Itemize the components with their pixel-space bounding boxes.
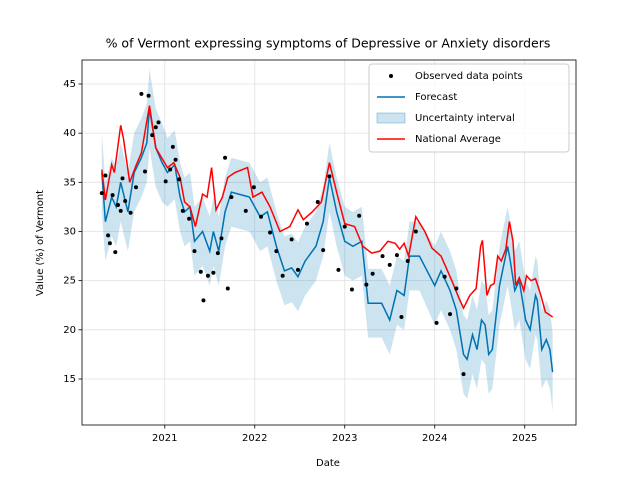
y-tick-label: 20 <box>63 325 76 336</box>
data-point <box>192 249 197 254</box>
data-point <box>342 224 347 229</box>
data-point <box>201 298 206 303</box>
data-point <box>177 177 182 182</box>
x-axis-title: Date <box>316 458 340 469</box>
legend-marker <box>389 74 393 78</box>
data-point <box>225 286 230 291</box>
x-tick-label: 2023 <box>332 433 357 444</box>
y-tick-label: 35 <box>63 177 76 188</box>
y-tick-label: 45 <box>63 79 76 90</box>
data-point <box>413 229 418 234</box>
data-point <box>180 208 185 213</box>
data-point <box>223 155 228 160</box>
legend-label: National Average <box>415 134 501 145</box>
data-point <box>387 262 392 267</box>
y-tick-label: 15 <box>63 374 76 385</box>
data-point <box>229 195 234 200</box>
data-point <box>170 144 175 149</box>
data-point <box>405 258 410 263</box>
grid <box>82 60 576 425</box>
legend-label: Forecast <box>415 92 457 103</box>
line <box>101 105 554 318</box>
data-point <box>357 213 362 218</box>
data-point <box>243 208 248 213</box>
legend-label: Observed data points <box>415 71 523 82</box>
data-point <box>321 248 326 253</box>
data-point <box>315 199 320 204</box>
data-point <box>120 176 125 181</box>
data-point <box>133 185 138 190</box>
data-point <box>434 320 439 325</box>
data-point <box>349 287 354 292</box>
data-point <box>215 251 220 256</box>
legend-marker <box>376 112 406 124</box>
data-point <box>187 216 192 221</box>
x-tick-label: 2021 <box>152 433 177 444</box>
data-point <box>146 93 151 98</box>
data-point <box>336 267 341 272</box>
data-point <box>153 125 158 130</box>
y-axis-title: Value (%) of Vermont <box>35 190 46 296</box>
data-point <box>274 249 279 254</box>
x-tick-label: 2024 <box>422 433 447 444</box>
data-point <box>454 286 459 291</box>
data-point <box>380 254 385 259</box>
data-point <box>268 230 273 235</box>
data-point <box>163 179 168 184</box>
uncertainty-band <box>101 69 553 412</box>
data-point <box>128 210 133 215</box>
data-point <box>168 167 173 172</box>
data-point <box>110 193 115 198</box>
data-point <box>211 270 216 275</box>
data-point <box>295 267 300 272</box>
legend: Observed data points Forecast Uncertainty … <box>368 63 570 153</box>
data-point <box>259 214 264 219</box>
data-point <box>448 312 453 317</box>
data-point <box>150 133 155 138</box>
legend-box <box>368 63 570 153</box>
plot-frame <box>81 59 577 426</box>
data-point <box>198 269 203 274</box>
data-point <box>364 282 369 287</box>
data-point <box>142 169 147 174</box>
data-point <box>370 271 375 276</box>
y-tick-label: 25 <box>63 276 76 287</box>
line <box>101 108 554 373</box>
data-point <box>289 237 294 242</box>
data-point <box>399 315 404 320</box>
data-point <box>118 208 123 213</box>
data-point <box>251 185 256 190</box>
data-point <box>173 157 178 162</box>
data-point <box>304 221 309 226</box>
data-point <box>107 241 112 246</box>
data-point <box>123 199 128 204</box>
data-point <box>106 233 111 238</box>
data-point <box>442 274 447 279</box>
data-point <box>461 372 466 377</box>
y-tick-label: 30 <box>63 226 76 237</box>
data-point <box>156 120 161 125</box>
data-point <box>205 273 210 278</box>
data-point <box>219 236 224 241</box>
plot-area <box>99 69 554 412</box>
data-point <box>139 91 144 96</box>
data-point <box>113 250 118 255</box>
data-point <box>103 173 108 178</box>
x-tick-label: 2025 <box>512 433 537 444</box>
legend-label: Uncertainty interval <box>415 113 515 124</box>
x-tick-label: 2022 <box>242 433 267 444</box>
data-point <box>115 202 120 207</box>
y-tick-label: 40 <box>63 128 76 139</box>
data-point <box>327 174 332 179</box>
data-point <box>99 191 104 196</box>
data-point <box>280 273 285 278</box>
data-point <box>394 253 399 258</box>
chart-title: % of Vermont expressing symptoms of Depr… <box>106 36 551 51</box>
